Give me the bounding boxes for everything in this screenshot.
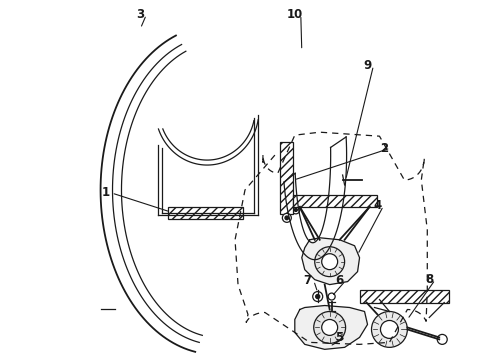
Polygon shape [295, 306, 368, 349]
Bar [360, 289, 449, 302]
Circle shape [328, 293, 335, 300]
Text: 10: 10 [287, 8, 303, 21]
Circle shape [314, 311, 345, 343]
Text: 4: 4 [373, 199, 382, 212]
Circle shape [371, 311, 407, 347]
Circle shape [292, 206, 300, 214]
Text: 9: 9 [364, 59, 371, 72]
Circle shape [285, 216, 289, 220]
Bar [168, 207, 243, 219]
Circle shape [282, 213, 292, 222]
Circle shape [315, 247, 344, 276]
Text: 5: 5 [336, 331, 344, 344]
Circle shape [294, 208, 297, 211]
Text: 6: 6 [336, 274, 344, 287]
Text: 3: 3 [136, 8, 145, 21]
Text: 7: 7 [304, 274, 312, 287]
Circle shape [437, 334, 447, 345]
Text: 1: 1 [101, 186, 110, 199]
Bar [293, 195, 377, 207]
Circle shape [313, 292, 323, 302]
Text: 8: 8 [425, 273, 434, 286]
Circle shape [322, 254, 338, 270]
Bar [280, 142, 293, 214]
Circle shape [316, 294, 319, 298]
Circle shape [380, 320, 398, 338]
Text: 2: 2 [380, 141, 389, 155]
Circle shape [322, 319, 338, 336]
Polygon shape [302, 238, 360, 285]
